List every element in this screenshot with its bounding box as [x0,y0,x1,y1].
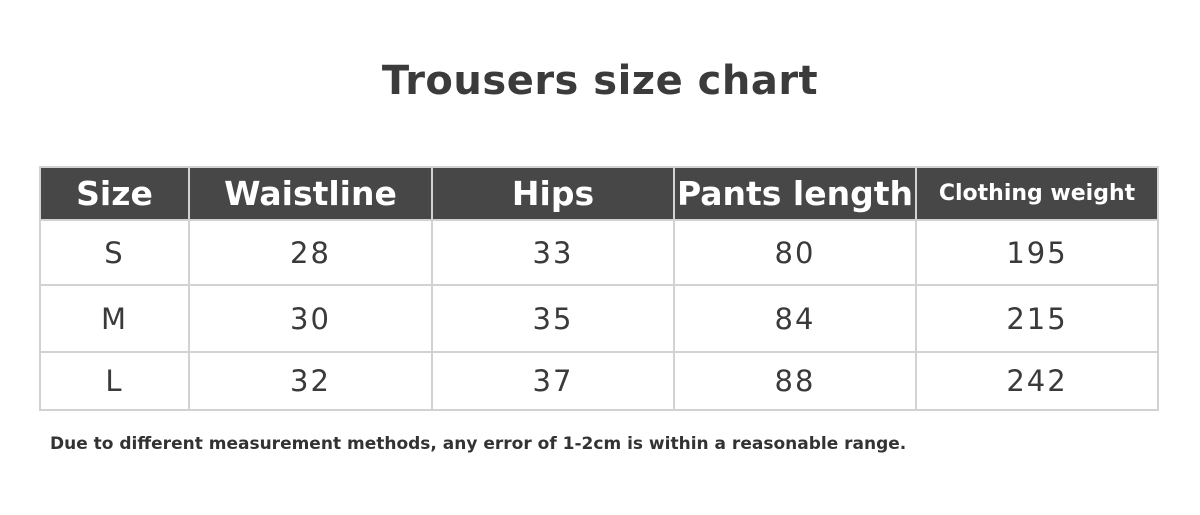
table-header-row: Size Waistline Hips Pants length Clothin… [39,166,1159,221]
cell-pants-length: 80 [673,219,917,286]
cell-pants-length: 84 [673,284,917,353]
cell-hips: 37 [431,351,675,411]
header-waistline: Waistline [188,166,433,221]
cell-waistline: 28 [188,219,433,286]
cell-waistline: 30 [188,284,433,353]
cell-size: M [39,284,190,353]
measurement-note: Due to different measurement methods, an… [50,434,907,454]
cell-waistline: 32 [188,351,433,411]
cell-size: L [39,351,190,411]
header-clothing-weight: Clothing weight [915,166,1159,221]
cell-clothing-weight: 242 [915,351,1159,411]
table-row: L 32 37 88 242 [39,351,1159,411]
cell-pants-length: 88 [673,351,917,411]
cell-hips: 33 [431,219,675,286]
header-size: Size [39,166,190,221]
table-row: M 30 35 84 215 [39,284,1159,353]
page-title: Trousers size chart [381,58,819,104]
cell-size: S [39,219,190,286]
cell-hips: 35 [431,284,675,353]
header-hips: Hips [431,166,675,221]
cell-clothing-weight: 215 [915,284,1159,353]
size-table: Size Waistline Hips Pants length Clothin… [39,166,1159,411]
table-row: S 28 33 80 195 [39,219,1159,286]
cell-clothing-weight: 195 [915,219,1159,286]
header-pants-length: Pants length [673,166,917,221]
